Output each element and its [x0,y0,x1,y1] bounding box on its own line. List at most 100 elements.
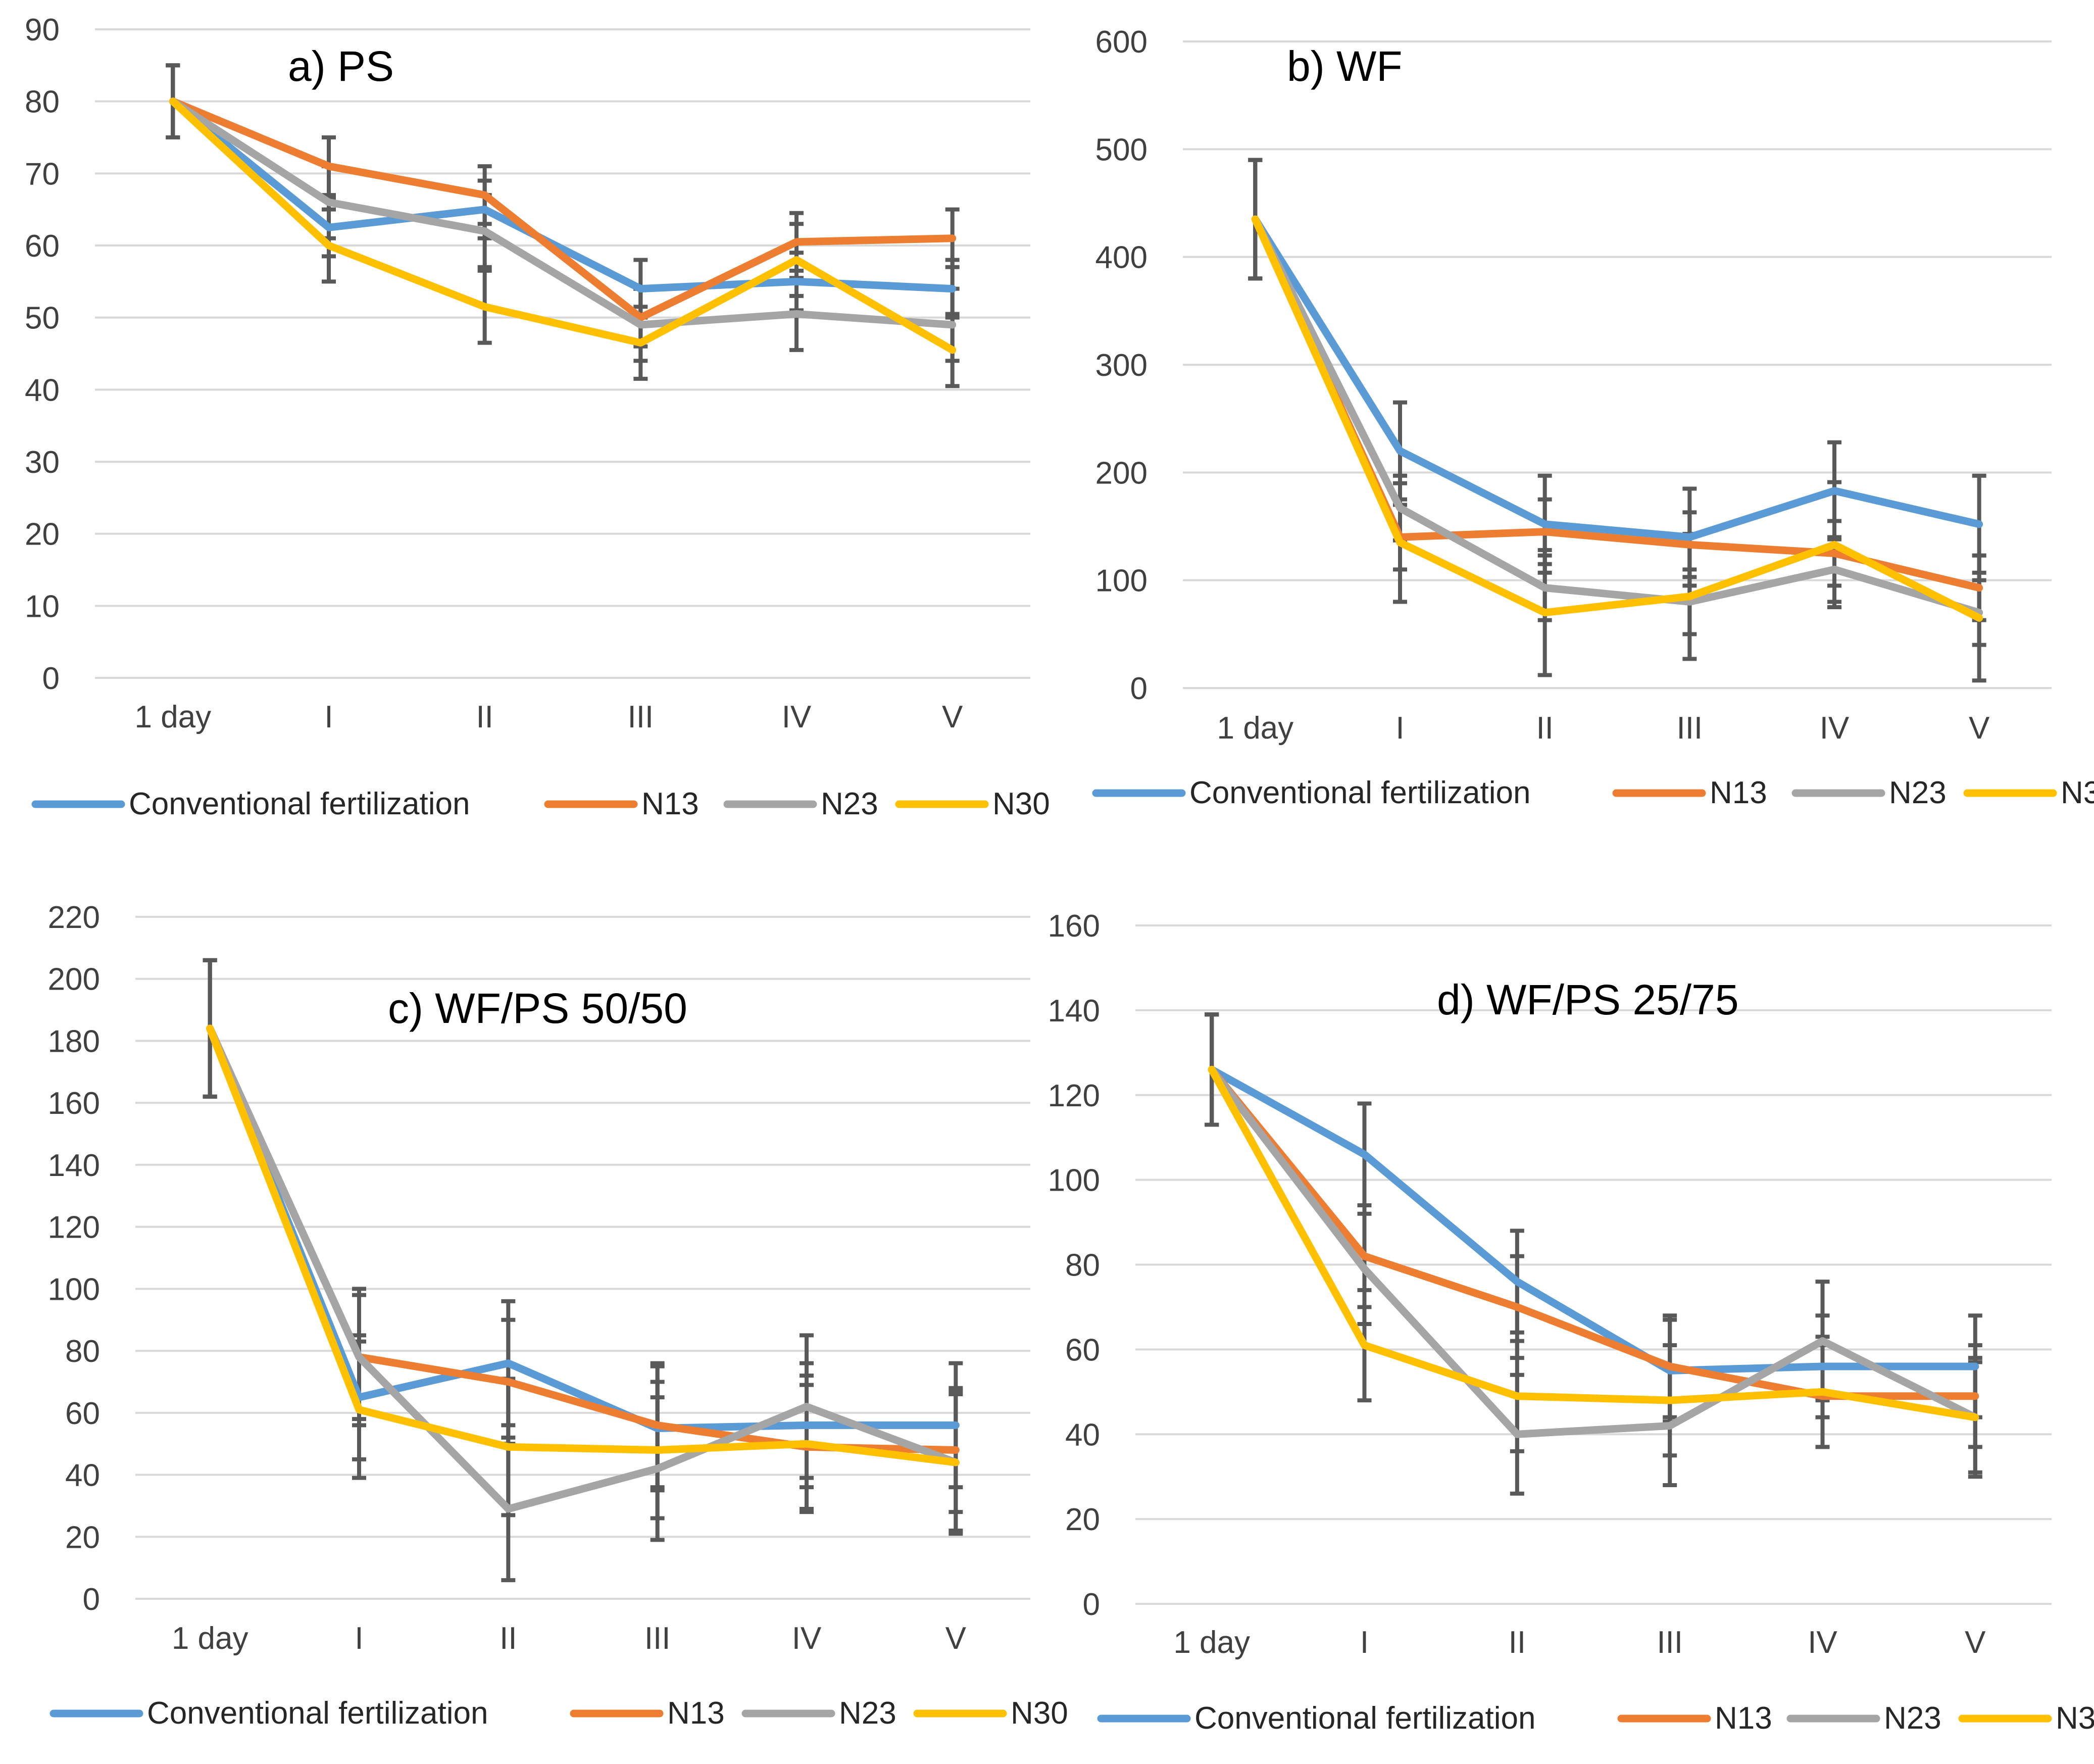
y-tick-label: 60 [1065,1333,1100,1367]
legend-label-n13: N13 [667,1696,725,1731]
x-tick-label: I [1395,711,1404,746]
legend-label-conventional-fertilization: Conventional fertilization [147,1696,488,1731]
legend-label-n30: N30 [2061,775,2094,810]
x-tick-label: IV [1820,711,1850,746]
series-line-n23 [169,97,957,329]
y-tick-label: 0 [83,1582,100,1617]
y-tick-label: 220 [48,900,100,935]
series-line-n23 [1208,1065,1979,1438]
x-tick-label: II [500,1621,517,1656]
y-tick-label: 70 [25,157,60,191]
y-tick-label: 160 [48,1086,100,1121]
legend-label-conventional-fertilization: Conventional fertilization [1194,1701,1536,1736]
y-tick-label: 40 [25,373,60,408]
x-tick-label: 1 day [172,1621,248,1656]
y-tick-label: 160 [1048,909,1100,944]
y-tick-label: 0 [42,661,60,696]
y-tick-label: 40 [65,1458,100,1493]
series-line-n30 [206,1024,960,1466]
series-line-n23 [1251,215,1983,617]
y-tick-label: 0 [1083,1587,1100,1622]
x-tick-label: III [644,1621,671,1656]
y-tick-label: 0 [1130,671,1148,706]
chart-title: a) PS [288,42,394,90]
y-tick-label: 20 [25,517,60,552]
y-tick-label: 80 [65,1334,100,1369]
x-tick-label: 1 day [1217,711,1293,746]
x-tick-label: II [1509,1625,1526,1660]
x-tick-label: II [476,700,493,734]
legend-label-n30: N30 [1011,1696,1068,1731]
y-tick-label: 60 [25,229,60,264]
legend-label-n23: N23 [839,1696,896,1731]
legend-label-n13: N13 [1710,775,1767,810]
x-tick-label: V [1969,711,1990,746]
series-line-conventional-fertilization [1251,215,1983,541]
y-tick-label: 600 [1095,25,1148,60]
y-tick-label: 200 [1095,456,1148,491]
y-tick-label: 80 [1065,1248,1100,1283]
legend: Conventional fertilization N13 N23 N30 [1092,775,2094,810]
x-tick-label: I [1360,1625,1369,1660]
series-line-n13 [1208,1065,1979,1400]
y-tick-label: 40 [1065,1417,1100,1452]
series-line-n30 [1251,215,1983,622]
x-tick-label: V [942,700,963,734]
y-tick-label: 120 [1048,1079,1100,1113]
series-line-n13 [169,97,957,322]
x-tick-label: IV [782,700,812,734]
y-tick-label: 30 [25,445,60,480]
x-tick-label: 1 day [1173,1625,1250,1660]
chart-title: c) WF/PS 50/50 [388,985,687,1032]
y-tick-label: 140 [48,1148,100,1183]
legend-label-n23: N23 [1884,1701,1941,1736]
y-tick-label: 300 [1095,348,1148,383]
legend: Conventional fertilization N13 N23 N30 [49,1696,1068,1731]
y-tick-label: 80 [25,85,60,120]
y-tick-label: 90 [25,13,60,47]
x-tick-label: V [945,1621,967,1656]
x-tick-label: IV [792,1621,822,1656]
y-tick-label: 20 [65,1520,100,1555]
y-tick-label: 20 [1065,1502,1100,1537]
x-tick-label: IV [1808,1625,1837,1660]
legend-label-n30: N30 [992,787,1050,821]
legend-label-n13: N13 [641,787,699,821]
x-tick-label: 1 day [134,700,211,734]
y-tick-label: 50 [25,301,60,336]
series-line-n13 [206,1024,960,1454]
y-tick-label: 100 [1095,564,1148,599]
series-line-conventional-fertilization [1208,1065,1979,1375]
y-tick-label: 120 [48,1210,100,1245]
legend-label-conventional-fertilization: Conventional fertilization [129,787,470,821]
y-tick-label: 100 [1048,1163,1100,1198]
series-line-conventional-fertilization [206,1024,960,1432]
y-tick-label: 200 [48,962,100,997]
legend-label-conventional-fertilization: Conventional fertilization [1189,775,1531,810]
y-tick-label: 400 [1095,240,1148,275]
x-tick-label: III [627,700,654,734]
series-line-n30 [169,97,957,354]
y-tick-label: 100 [48,1272,100,1307]
x-tick-label: III [1676,711,1703,746]
x-tick-label: V [1965,1625,1986,1660]
x-tick-label: I [324,700,333,734]
x-tick-label: II [1536,711,1553,746]
y-tick-label: 60 [65,1396,100,1431]
series-line-conventional-fertilization [169,97,957,293]
series-line-n23 [206,1024,960,1513]
series-line-n30 [1208,1065,1979,1422]
y-tick-label: 180 [48,1024,100,1059]
chart-title: b) WF [1287,42,1403,90]
legend-label-n23: N23 [821,787,878,821]
x-tick-label: I [355,1621,363,1656]
y-tick-label: 10 [25,589,60,624]
y-tick-label: 500 [1095,132,1148,167]
legend-label-n23: N23 [1889,775,1947,810]
y-tick-label: 140 [1048,994,1100,1028]
